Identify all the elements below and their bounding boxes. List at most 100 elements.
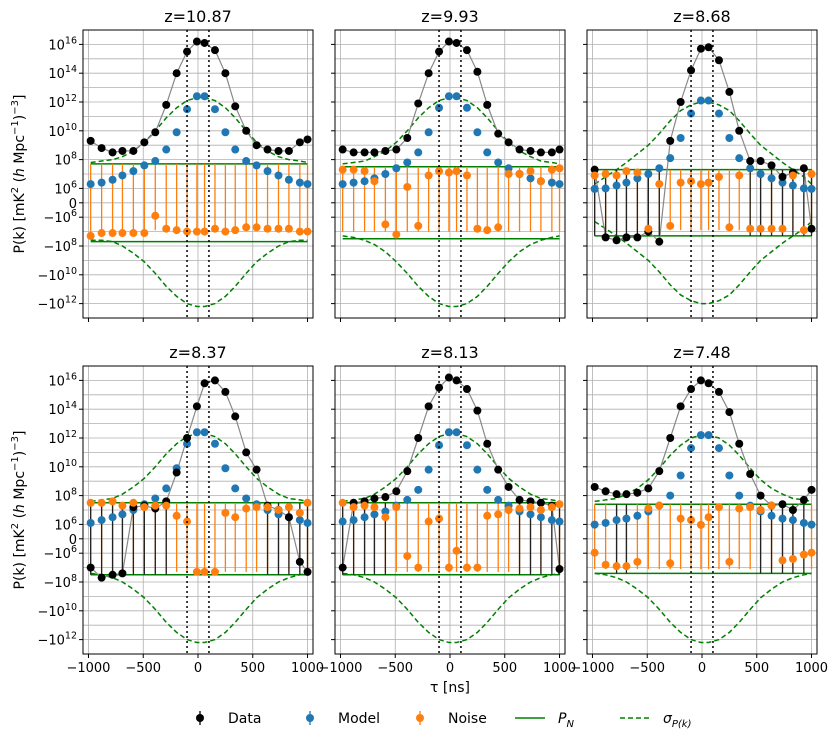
y-tick-label-mant: 10 <box>54 518 71 533</box>
noise-point <box>746 224 755 233</box>
noise-point <box>172 511 181 520</box>
legend-marker <box>306 714 314 722</box>
model-point <box>360 513 369 522</box>
data-point <box>714 387 723 396</box>
model-point <box>714 444 723 453</box>
noise-point <box>118 501 127 510</box>
data-point <box>612 490 621 499</box>
data-point <box>735 126 744 135</box>
data-point <box>200 38 209 47</box>
model-point <box>714 109 723 118</box>
y-tick-label-exp: 6 <box>71 208 77 219</box>
model-point <box>687 109 696 118</box>
y-tick-label: 1012 <box>48 93 77 111</box>
model-point <box>295 516 304 525</box>
noise-point <box>590 548 599 557</box>
y-tick-label: −1012 <box>37 295 77 313</box>
data-point <box>462 385 471 394</box>
noise-point <box>547 503 556 512</box>
data-point <box>108 148 117 157</box>
data-point <box>172 468 181 477</box>
data-point <box>778 500 787 509</box>
data-point <box>807 224 816 233</box>
noise-point <box>633 168 642 177</box>
y-tick-label-exp: 6 <box>71 544 77 555</box>
data-point <box>494 129 503 138</box>
model-point <box>162 145 171 154</box>
model-point <box>696 96 705 105</box>
model-point <box>696 431 705 440</box>
panel-4: z=8.37−1000 −500 0 500 100010161014101210101… <box>37 343 324 676</box>
y-tick-label: 0 <box>69 533 77 548</box>
model-point <box>462 441 471 450</box>
model-point <box>666 491 675 500</box>
y-tick-label: 108 <box>54 151 77 169</box>
data-point <box>210 46 219 55</box>
noise-point <box>622 562 631 571</box>
noise-point <box>192 227 201 236</box>
x-tick-label: −500 <box>629 661 665 676</box>
data-point <box>284 146 293 155</box>
data-point <box>252 141 261 150</box>
noise-point <box>687 516 696 525</box>
y-tick-label-mant: 10 <box>48 125 65 140</box>
model-point <box>655 164 664 173</box>
x-tick-label: −1000 <box>570 661 614 676</box>
noise-point <box>452 546 461 555</box>
model-point <box>86 180 95 189</box>
model-point <box>210 439 219 448</box>
noise-point <box>252 223 261 232</box>
data-point <box>633 488 642 497</box>
noise-point <box>767 501 776 510</box>
model-point <box>381 507 390 516</box>
noise-point <box>676 178 685 187</box>
y-tick-label: 1014 <box>48 64 77 82</box>
noise-point <box>494 510 503 519</box>
noise-point <box>756 506 765 514</box>
y-axis-label-part: P(k) [mK <box>12 528 28 589</box>
model-point <box>644 170 653 178</box>
noise-point <box>392 503 401 512</box>
noise-point <box>360 167 369 176</box>
noise-point <box>151 211 160 220</box>
legend-label: σP(k) <box>663 711 692 730</box>
noise-point <box>526 167 535 176</box>
data-point <box>515 495 524 504</box>
y-tick-label-mant: 0 <box>69 197 77 212</box>
model-point <box>547 516 556 525</box>
noise-point <box>284 503 293 512</box>
data-point <box>735 439 744 448</box>
panel-5: z=8.13 −1000 −500 0 500 1000 <box>318 343 576 676</box>
data-line <box>342 376 561 570</box>
data-point <box>666 434 675 442</box>
sigma-curve-positive <box>594 434 812 503</box>
legend-label: Noise <box>448 711 487 727</box>
model-point <box>676 134 685 142</box>
model-point <box>612 516 621 525</box>
data-point <box>403 467 412 476</box>
data-point <box>633 233 642 242</box>
data-point <box>788 506 797 514</box>
model-point <box>338 517 347 526</box>
noise-point <box>655 501 664 510</box>
x-tick-label: 1000 <box>543 661 576 676</box>
panel-6: z=7.48 −1000 −500 0 500 1000 <box>570 343 828 676</box>
model-point <box>435 441 444 450</box>
y-tick-label: −106 <box>44 544 77 562</box>
noise-point <box>696 520 705 529</box>
data-point <box>86 136 95 145</box>
legend-marker <box>416 714 424 722</box>
data-point <box>704 43 713 52</box>
data-point <box>714 56 723 65</box>
noise-point <box>746 503 755 512</box>
noise-point <box>108 497 117 506</box>
sigma-curve-negative <box>594 220 813 305</box>
model-point <box>295 178 304 187</box>
model-point <box>242 494 251 503</box>
model-point <box>799 518 808 527</box>
noise-point <box>295 227 304 236</box>
legend-label-sub: N <box>566 719 574 730</box>
noise-point <box>555 500 564 509</box>
y-axis-label-part: ] <box>12 95 28 100</box>
noise-point <box>118 229 127 238</box>
